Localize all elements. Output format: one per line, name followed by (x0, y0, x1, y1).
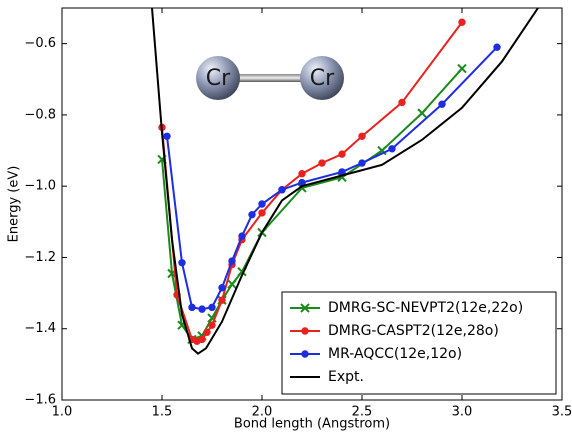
y-tick-label: −0.8 (24, 107, 56, 122)
marker (198, 335, 206, 344)
marker (417, 108, 427, 118)
x-axis-label: Bond length (Angstrom) (234, 417, 390, 432)
y-tick-label: −1.2 (24, 250, 56, 265)
marker (438, 100, 446, 108)
x-tick-label: 3.0 (452, 405, 473, 420)
marker (248, 210, 256, 219)
legend-label: MR-AQCC(12e,12o) (328, 346, 462, 362)
legend-marker (300, 303, 310, 313)
marker (218, 284, 226, 292)
marker (227, 279, 237, 289)
atom-label: Cr (310, 66, 335, 91)
marker (188, 303, 196, 312)
legend-box (281, 291, 557, 395)
marker (388, 145, 396, 153)
marker (258, 209, 266, 217)
marker (318, 159, 326, 167)
molecule-illustration: Cr Cr (196, 56, 344, 100)
legend-label: DMRG-CASPT2(12e,28o) (328, 323, 499, 339)
x-tick-label: 1.5 (152, 405, 173, 420)
marker (203, 328, 211, 336)
marker (458, 18, 466, 26)
series-line (151, 8, 539, 355)
y-axis-label: Energy (eV) (7, 166, 22, 243)
axes-frame (61, 7, 563, 401)
legend-marker (301, 350, 309, 358)
x-tick-label: 2.5 (352, 405, 373, 420)
y-tick-label: −1.6 (24, 393, 56, 408)
x-tick-label: 3.5 (552, 405, 572, 420)
marker (163, 132, 171, 140)
marker (278, 186, 286, 194)
y-tick-label: −1.4 (24, 321, 56, 336)
marker (178, 259, 186, 267)
legend-marker (301, 327, 309, 335)
y-tick-label: −0.6 (24, 36, 56, 51)
legend-label: Expt. (328, 369, 364, 385)
marker (258, 200, 266, 208)
atom-label: Cr (206, 66, 231, 91)
marker (198, 305, 206, 313)
marker (208, 321, 216, 329)
marker (358, 159, 366, 167)
marker (457, 63, 467, 74)
marker (298, 170, 306, 178)
atom (300, 56, 344, 100)
marker (398, 98, 406, 107)
x-tick-label: 2.0 (252, 405, 273, 420)
marker (208, 303, 216, 312)
legend-label: DMRG-SC-NEVPT2(12e,22o) (328, 300, 523, 316)
marker (218, 296, 226, 304)
bond (218, 74, 322, 82)
y-tick-label: −1.0 (24, 179, 56, 194)
marker (358, 132, 366, 140)
atom (196, 56, 240, 100)
legend: DMRG-SC-NEVPT2(12e,22o) DMRG-CASPT2(12e,2… (281, 291, 557, 395)
marker (493, 43, 501, 51)
marker (238, 232, 246, 240)
series-group (151, 8, 539, 355)
x-tick-label: 1.0 (52, 405, 73, 420)
marker (338, 150, 346, 158)
marker (228, 257, 236, 265)
